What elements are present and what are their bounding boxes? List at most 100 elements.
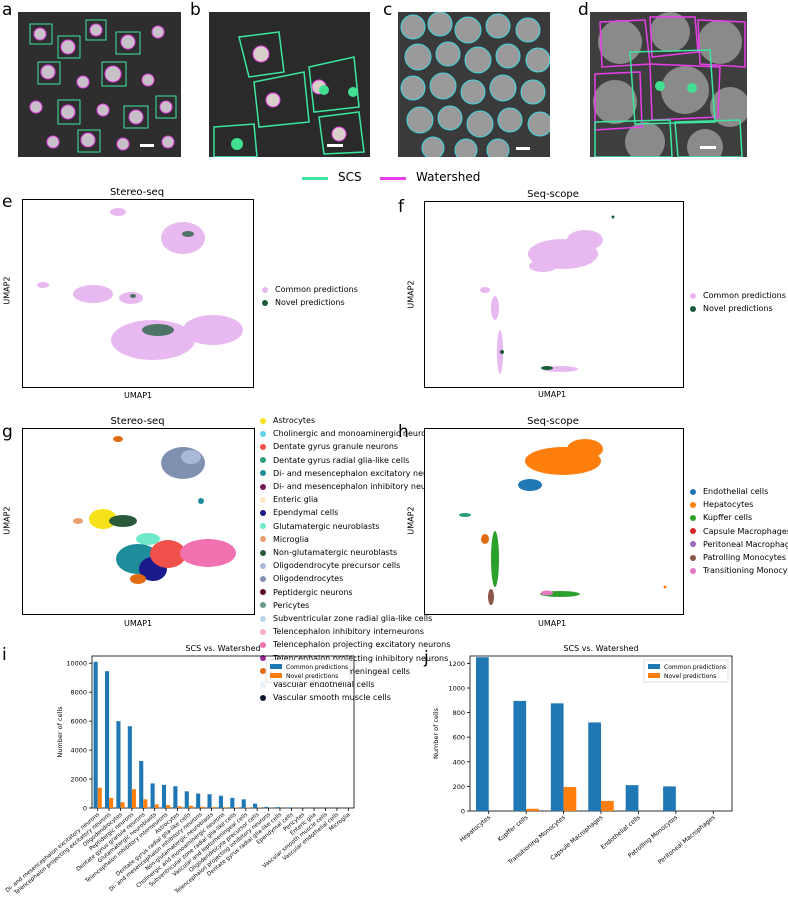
legend-label: Astrocytes [273, 416, 316, 425]
panel-label-h: h [398, 422, 409, 442]
microscopy-image-a [18, 12, 181, 157]
panel-label-i: i [2, 645, 7, 665]
legend-label: Hepatocytes [703, 500, 754, 510]
legend-label: Telencephalon projecting excitatory neur… [273, 640, 451, 650]
legend-label: Common predictions [286, 664, 348, 671]
bar-chart-j: SCS vs. Watershed 0 200 400 600 800 1000 1200 Nu… [432, 644, 733, 867]
bar [139, 760, 144, 808]
legend-item: Telencephalon inhibitory interneurons [260, 625, 450, 638]
chart-title: SCS vs. Watershed [563, 644, 638, 653]
plot-title-f: Seq-scope [527, 189, 579, 200]
legend-item: Peptidergic neurons [260, 586, 450, 599]
chart-legend [643, 659, 729, 683]
legend-label: Capsule Macrophages [703, 526, 788, 536]
panel-label-e: e [2, 192, 13, 212]
legend-swatch [648, 664, 660, 669]
bar [287, 807, 292, 808]
legend-swatch [260, 457, 266, 464]
legend-label: Vascular endothelial cells [273, 680, 375, 690]
y-tick-label: 1000 [448, 684, 465, 692]
legend-item: Novel predictions [262, 296, 358, 309]
y-axis-label: Number of cells [56, 706, 64, 758]
bar [663, 786, 676, 811]
legend-swatch [690, 515, 696, 521]
bar [625, 785, 639, 811]
legend-swatch [260, 655, 266, 662]
bar [177, 806, 182, 808]
legend-item: Dentate gyrus radial glia-like cells [260, 454, 450, 467]
legend-item: Common predictions [690, 289, 786, 302]
legend-item: Non-glutamatergic neuroblasts [260, 546, 450, 559]
legend-swatch [690, 541, 696, 548]
legend-f: Common predictions Novel predictions [690, 289, 786, 315]
scale-bar [516, 147, 530, 150]
panel-label-b: b [190, 0, 201, 20]
legend-swatch [260, 510, 266, 517]
bar [588, 722, 601, 811]
bar [200, 806, 205, 808]
legend-item: Dentate gyrus granule neurons [260, 440, 450, 453]
umap-plot-g [22, 428, 255, 615]
legend-swatch [270, 673, 282, 678]
legend-swatch [260, 483, 266, 490]
legend-item: Kupffer cells [690, 511, 788, 524]
bar [550, 703, 564, 811]
plot-title-e: Stereo-seq [109, 187, 165, 198]
bar [97, 787, 102, 808]
legend-label: Peritoneal Macrophages [703, 539, 788, 549]
xlabel-h: UMAP1 [538, 619, 567, 628]
chart-title: SCS vs. Watershed [185, 644, 260, 653]
bar [211, 807, 216, 808]
panel-label-d: d [578, 0, 589, 20]
bar [188, 805, 193, 808]
chart-legend [265, 659, 351, 683]
legend-swatch [648, 673, 660, 678]
legend-label: Enteric glia [273, 495, 319, 505]
legend-item: Hepatocytes [690, 498, 788, 511]
ylabel-f: UMAP2 [406, 280, 416, 309]
bar [120, 802, 125, 808]
legend-label: Di- and mesencephalon inhibitory neurons [273, 482, 444, 492]
legend-label: Peptidergic neurons [273, 587, 353, 597]
y-tick-label: 10000 [66, 660, 87, 668]
legend-item: Endothelial cells [690, 485, 788, 498]
legend-item: Ependymal cells [260, 506, 450, 519]
y-tick-label: 800 [453, 709, 465, 717]
bar [127, 726, 132, 808]
y-tick-label: 0 [461, 808, 465, 816]
legend-swatch [260, 642, 266, 649]
bar [601, 800, 614, 811]
bar [218, 795, 223, 808]
bar [131, 789, 136, 808]
panel-label-f: f [398, 197, 404, 217]
bar [264, 806, 269, 808]
watershed-label: Watershed [416, 170, 481, 184]
legend-label: Transitioning Monocytes [703, 566, 788, 576]
legend-g: Astrocytes Cholinergic and monoaminergic… [260, 414, 450, 704]
bar [143, 799, 148, 808]
legend-item: Subventricular zone radial glia-like cel… [260, 612, 450, 625]
bar [109, 797, 114, 808]
microscopy-image-d [590, 12, 747, 157]
legend-e: Common predictions Novel predictions [262, 283, 358, 309]
legend-item: Pericytes [260, 599, 450, 612]
y-tick-label: 600 [453, 734, 465, 742]
xlabel-g: UMAP1 [124, 619, 153, 628]
bar [223, 807, 228, 808]
legend-item: Peritoneal Macrophages [690, 538, 788, 551]
panel-label-j: j [424, 648, 429, 668]
scs-swatch [302, 177, 328, 180]
umap-plot-f [424, 201, 684, 388]
legend-swatch [260, 430, 266, 437]
legend-swatch [260, 668, 266, 675]
legend-item: Glutamatergic neuroblasts [260, 520, 450, 533]
bar [116, 721, 121, 808]
y-tick-label: 6000 [70, 718, 87, 726]
bar [241, 799, 246, 808]
bar [253, 803, 258, 808]
legend-label: Common predictions [703, 291, 786, 300]
legend-item: Astrocytes [260, 414, 450, 427]
legend-swatch [260, 523, 266, 530]
legend-swatch [690, 554, 696, 561]
legend-item: Enteric glia [260, 493, 450, 506]
